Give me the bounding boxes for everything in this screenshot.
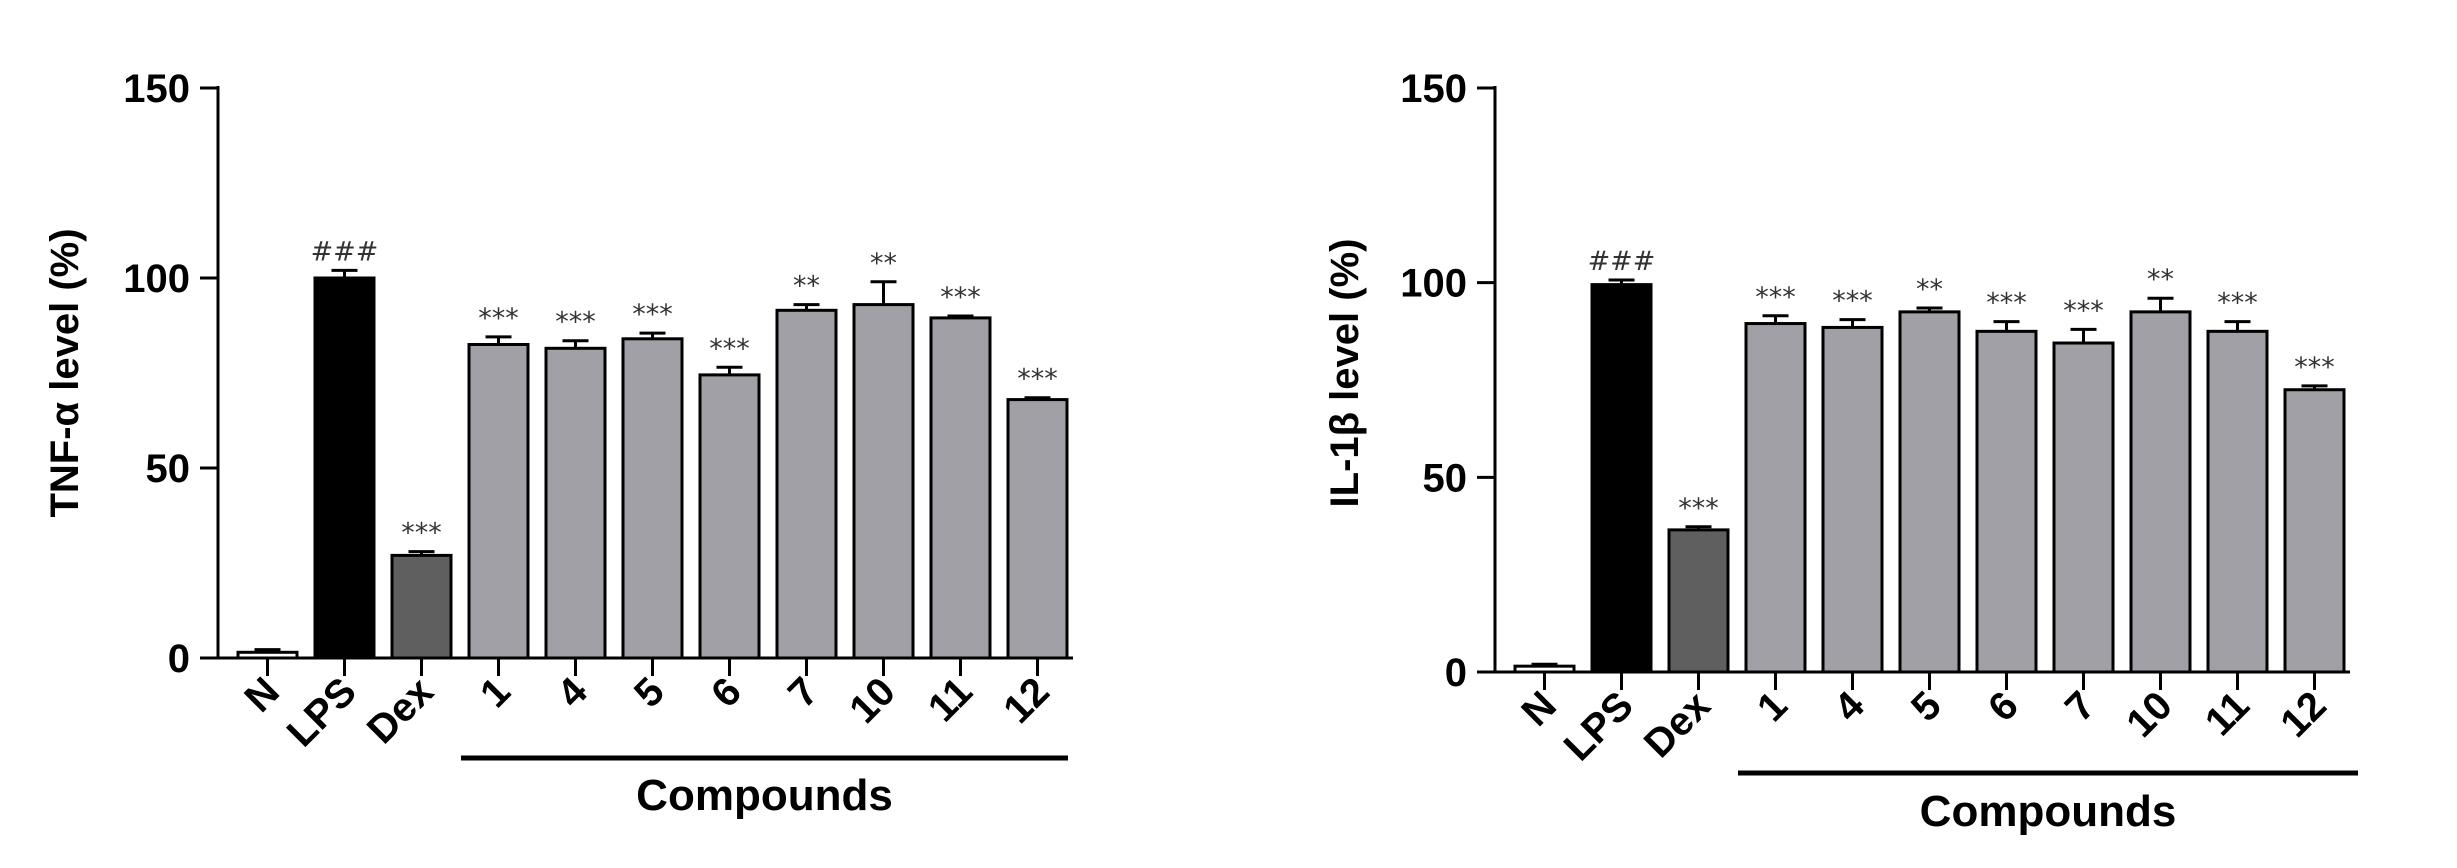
bar [1513,664,1576,674]
bar [1006,398,1069,660]
bar [775,308,838,660]
y-axis-label: IL-1β level (%) [1323,239,1367,508]
significance-label: ** [870,248,897,279]
bar [1667,528,1730,674]
significance-label: *** [555,307,596,338]
category-label: Dex [359,669,442,752]
bar [1898,310,1961,674]
group-label: Compounds [636,771,893,820]
bar [1975,329,2038,674]
significance-label: *** [2063,295,2104,326]
category-label: 7 [780,669,827,716]
significance-label: *** [1986,288,2027,319]
category-label: N [1513,683,1565,735]
category-label: 6 [1980,683,2027,730]
category-label: 1 [472,669,519,716]
y-tick-label: 150 [123,67,190,111]
significance-label: ** [1916,274,1943,305]
y-tick-label: 50 [1423,456,1468,500]
significance-label: *** [940,282,981,313]
bar [2206,329,2269,674]
significance-label: *** [478,303,519,334]
bar [2052,341,2115,674]
category-label: LPS [279,669,365,755]
significance-label: *** [1678,493,1719,524]
y-tick-label: 0 [1445,651,1467,695]
category-label: 1 [1749,683,1796,730]
significance-label: *** [2217,288,2258,319]
bar [2283,388,2346,674]
bar [852,303,915,660]
category-label: 5 [1903,683,1950,730]
significance-label: ** [2147,264,2174,295]
significance-label: *** [1832,286,1873,317]
y-axis-label: TNF-α level (%) [43,228,87,517]
category-label: 4 [1826,683,1873,730]
bar [1744,322,1807,674]
bar [2129,310,2192,674]
significance-label: *** [1755,282,1796,313]
category-label: Dex [1636,683,1719,766]
category-label: 7 [2057,683,2104,730]
bar [236,650,299,660]
category-label: 5 [626,669,673,716]
bar [1821,325,1884,674]
y-tick-label: 100 [1400,262,1467,306]
y-tick-label: 0 [168,637,190,681]
category-label: 11 [2197,683,2258,744]
significance-label: ### [311,236,379,267]
y-tick-label: 100 [123,257,190,301]
category-label: 10 [841,669,904,732]
bar [1590,283,1653,674]
bar [313,276,376,660]
bar [621,337,684,660]
significance-label: ### [1588,246,1656,277]
group-label: Compounds [1920,787,2177,836]
bar [390,553,453,660]
category-label: 11 [920,669,981,730]
significance-label: *** [709,333,750,364]
significance-label: *** [1017,364,1058,395]
y-tick-label: 50 [146,447,191,491]
significance-label: *** [632,299,673,330]
significance-label: *** [2294,352,2335,383]
category-label: 4 [549,669,596,716]
category-label: N [236,669,288,721]
significance-label: *** [401,518,442,549]
bar [544,346,607,660]
category-label: 6 [703,669,750,716]
category-label: 12 [995,669,1058,732]
y-tick-label: 150 [1400,67,1467,111]
bar [929,316,992,660]
category-label: LPS [1556,683,1642,769]
category-label: 12 [2272,683,2335,746]
bar [467,343,530,660]
category-label: 10 [2118,683,2181,746]
bar [698,373,761,660]
significance-label: ** [793,271,820,302]
